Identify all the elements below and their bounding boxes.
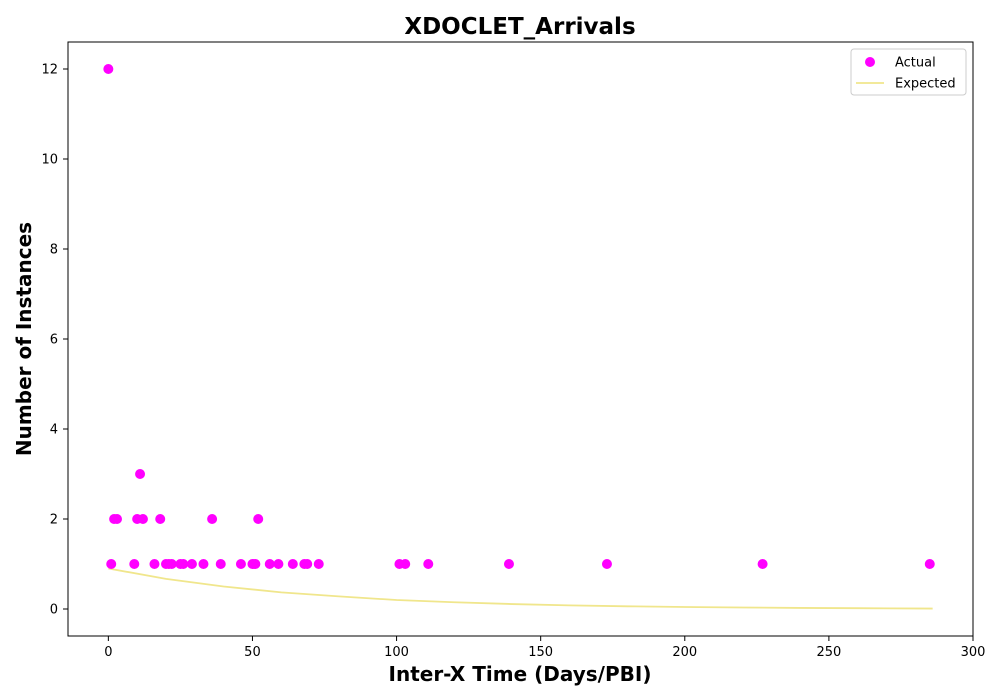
actual-point — [313, 559, 324, 569]
actual-point — [601, 559, 612, 569]
actual-point — [287, 559, 298, 569]
legend: Actual Expected — [850, 48, 967, 96]
y-tick-label: 2 — [50, 513, 58, 528]
actual-point — [198, 559, 209, 569]
actual-point — [400, 559, 411, 569]
x-tick-label: 250 — [816, 645, 841, 660]
x-tick-label: 50 — [244, 645, 261, 660]
plot-frame — [67, 41, 974, 637]
actual-point — [757, 559, 768, 569]
x-axis-label: Inter-X Time (Days/PBI) — [389, 662, 652, 686]
y-tick-label: 6 — [50, 333, 58, 348]
actual-point — [264, 559, 275, 569]
x-tick-label: 300 — [961, 645, 986, 660]
actual-point — [137, 514, 148, 524]
actual-point — [186, 559, 197, 569]
actual-point — [253, 514, 264, 524]
y-tick-label: 10 — [41, 153, 58, 168]
plot-area — [67, 41, 974, 637]
legend-marker-actual — [865, 57, 875, 67]
actual-point — [103, 64, 114, 74]
actual-point — [215, 559, 226, 569]
y-tick-label: 0 — [50, 603, 58, 618]
y-axis-label: Number of Instances — [12, 222, 36, 456]
actual-point — [106, 559, 117, 569]
actual-point — [178, 559, 189, 569]
actual-point — [112, 514, 122, 524]
actual-point — [149, 559, 160, 569]
x-tick-label: 200 — [672, 645, 697, 660]
actual-point — [166, 559, 177, 569]
y-tick-label: 8 — [50, 243, 58, 258]
x-tick-label: 100 — [384, 645, 409, 660]
y-tick-label: 12 — [41, 63, 58, 78]
actual-point — [924, 559, 935, 569]
actual-point — [129, 559, 140, 569]
y-axis: 0 2 4 6 8 10 12 — [41, 63, 68, 618]
x-tick-label: 0 — [104, 645, 112, 660]
actual-point — [302, 559, 313, 569]
x-axis: 0 50 100 150 200 250 300 — [104, 636, 985, 660]
actual-point — [273, 559, 284, 569]
actual-point — [155, 514, 166, 524]
actual-point — [250, 559, 261, 569]
chart-title: XDOCLET_Arrivals — [404, 14, 635, 40]
legend-label: Expected — [895, 77, 956, 92]
actual-point — [207, 514, 218, 524]
actual-point — [503, 559, 514, 569]
expected-line — [108, 567, 933, 610]
x-tick-label: 150 — [528, 645, 553, 660]
legend-label: Actual — [895, 56, 936, 71]
y-tick-label: 4 — [50, 423, 58, 438]
actual-point — [423, 559, 434, 569]
actual-point — [235, 559, 246, 569]
actual-point — [135, 469, 146, 479]
